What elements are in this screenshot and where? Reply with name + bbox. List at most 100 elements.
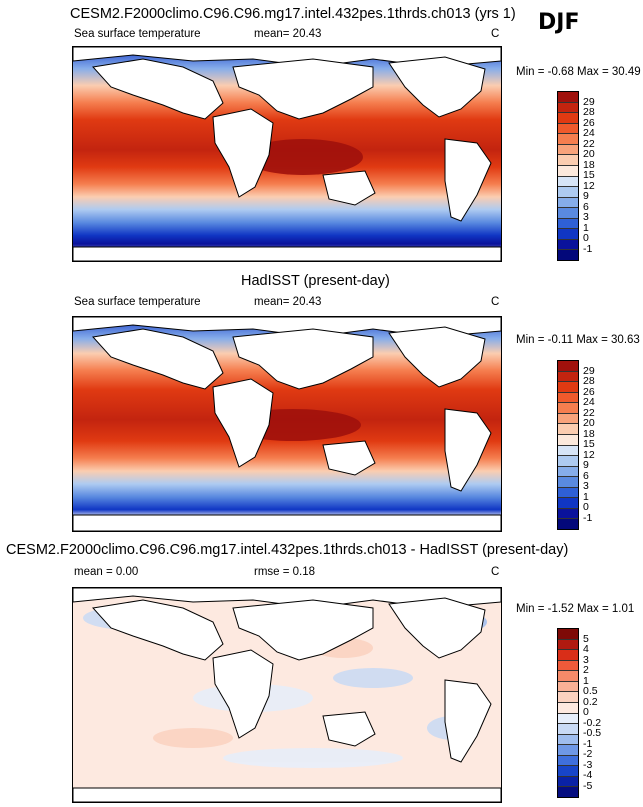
panel1-minmax-label: Min = -0.68 Max = 30.49 xyxy=(516,66,641,78)
panel3-minmax-label: Min = -1.52 Max = 1.01 xyxy=(516,603,635,615)
panel3-colorbar xyxy=(557,628,579,798)
colorbar-tick-label: 0.5 xyxy=(583,685,598,697)
colorbar-swatch xyxy=(558,456,578,467)
colorbar-swatch xyxy=(558,250,578,260)
colorbar-tick-label: 29 xyxy=(583,95,595,108)
panel3-mean-label: mean = 0.00 xyxy=(74,566,139,578)
colorbar-swatch xyxy=(558,755,578,767)
colorbar-tick-label: -4 xyxy=(583,769,593,781)
colorbar-tick-label: 9 xyxy=(583,459,589,471)
colorbar-swatch xyxy=(558,508,578,520)
colorbar-tick-label: 22 xyxy=(583,406,595,419)
colorbar-swatch xyxy=(558,187,578,198)
panel2-colorbar xyxy=(557,360,579,530)
colorbar-tick-label: 12 xyxy=(583,448,595,461)
colorbar-swatch xyxy=(558,208,578,219)
colorbar-tick-label: 29 xyxy=(583,364,595,377)
colorbar-swatch xyxy=(558,413,578,425)
panel1-variable-label: Sea surface temperature xyxy=(74,28,201,40)
colorbar-swatch xyxy=(558,681,578,693)
panel3-map-svg xyxy=(73,588,501,802)
panel2-map-svg xyxy=(73,317,501,531)
colorbar-tick-label: 22 xyxy=(583,137,595,150)
colorbar-tick-label: 28 xyxy=(583,375,595,387)
panel1-colorbar-labels: 29 28 26 24 22 20 18 15 12 9 6 3 1 0 -1 xyxy=(583,91,613,259)
colorbar-tick-label: 20 xyxy=(583,417,595,429)
colorbar-tick-label: -1 xyxy=(583,737,593,750)
colorbar-tick-label: 1 xyxy=(583,490,589,503)
colorbar-swatch xyxy=(558,165,578,177)
colorbar-tick-label: 26 xyxy=(583,116,595,129)
colorbar-swatch xyxy=(558,466,578,478)
panel2-title: HadISST (present-day) xyxy=(241,273,390,289)
colorbar-tick-label: -1 xyxy=(583,511,593,524)
colorbar-tick-label: 18 xyxy=(583,158,595,171)
colorbar-tick-label: -3 xyxy=(583,758,593,771)
colorbar-swatch xyxy=(558,498,578,509)
colorbar-swatch xyxy=(558,477,578,488)
colorbar-swatch xyxy=(558,371,578,383)
colorbar-swatch xyxy=(558,487,578,499)
colorbar-tick-label: 2 xyxy=(583,664,589,676)
colorbar-tick-label: 24 xyxy=(583,127,595,139)
colorbar-swatch xyxy=(558,434,578,446)
colorbar-swatch xyxy=(558,382,578,393)
panel2-units-label: C xyxy=(491,296,500,308)
colorbar-tick-label: 12 xyxy=(583,179,595,192)
colorbar-swatch xyxy=(558,123,578,135)
colorbar-tick-label: 1 xyxy=(583,221,589,234)
panel3-units-label: C xyxy=(491,566,500,578)
colorbar-tick-label: 0 xyxy=(583,501,589,513)
colorbar-swatch xyxy=(558,424,578,435)
colorbar-swatch xyxy=(558,734,578,746)
panel3-map xyxy=(72,587,502,803)
panel2-variable-label: Sea surface temperature xyxy=(74,296,201,308)
colorbar-swatch xyxy=(558,713,578,725)
colorbar-tick-label: -2 xyxy=(583,748,593,760)
colorbar-swatch xyxy=(558,671,578,682)
colorbar-swatch xyxy=(558,445,578,457)
colorbar-swatch xyxy=(558,361,578,372)
colorbar-tick-label: 1 xyxy=(583,674,589,687)
panel2-colorbar-labels: 29 28 26 24 22 20 18 15 12 9 6 3 1 0 -1 xyxy=(583,360,613,528)
panel1-colorbar xyxy=(557,91,579,261)
colorbar-swatch xyxy=(558,144,578,156)
colorbar-tick-label: 15 xyxy=(583,169,595,181)
colorbar-tick-label: -0.5 xyxy=(583,727,602,739)
colorbar-swatch xyxy=(558,724,578,735)
colorbar-swatch xyxy=(558,102,578,114)
colorbar-swatch xyxy=(558,776,578,788)
panel3-title: CESM2.F2000climo.C96.C96.mg17.intel.432p… xyxy=(6,542,569,558)
panel1-map-svg xyxy=(73,47,501,261)
colorbar-tick-label: 0 xyxy=(583,706,589,718)
colorbar-swatch xyxy=(558,639,578,651)
colorbar-swatch xyxy=(558,692,578,703)
colorbar-swatch xyxy=(558,229,578,240)
colorbar-tick-label: 3 xyxy=(583,211,589,223)
panel1-title: CESM2.F2000climo.C96.C96.mg17.intel.432p… xyxy=(70,6,516,22)
colorbar-swatch xyxy=(558,155,578,166)
panel1-map xyxy=(72,46,502,262)
colorbar-tick-label: 18 xyxy=(583,427,595,440)
colorbar-tick-label: 15 xyxy=(583,438,595,450)
panel2-map xyxy=(72,316,502,532)
season-label: DJF xyxy=(538,10,580,35)
colorbar-tick-label: -1 xyxy=(583,242,593,255)
panel2-minmax-label: Min = -0.11 Max = 30.63 xyxy=(516,334,640,346)
colorbar-swatch xyxy=(558,392,578,404)
colorbar-tick-label: 6 xyxy=(583,200,589,213)
colorbar-swatch xyxy=(558,92,578,103)
colorbar-tick-label: 5 xyxy=(583,632,589,645)
panel2-mean-label: mean= 20.43 xyxy=(254,296,322,308)
colorbar-tick-label: 26 xyxy=(583,385,595,398)
colorbar-tick-label: 3 xyxy=(583,480,589,492)
colorbar-tick-label: 0 xyxy=(583,232,589,244)
colorbar-swatch xyxy=(558,403,578,414)
colorbar-tick-label: -5 xyxy=(583,779,593,792)
colorbar-tick-label: 24 xyxy=(583,396,595,408)
colorbar-swatch xyxy=(558,766,578,777)
colorbar-swatch xyxy=(558,113,578,124)
colorbar-swatch xyxy=(558,745,578,756)
colorbar-tick-label: 0.2 xyxy=(583,695,598,708)
panel3-rmse-label: rmse = 0.18 xyxy=(254,566,316,578)
